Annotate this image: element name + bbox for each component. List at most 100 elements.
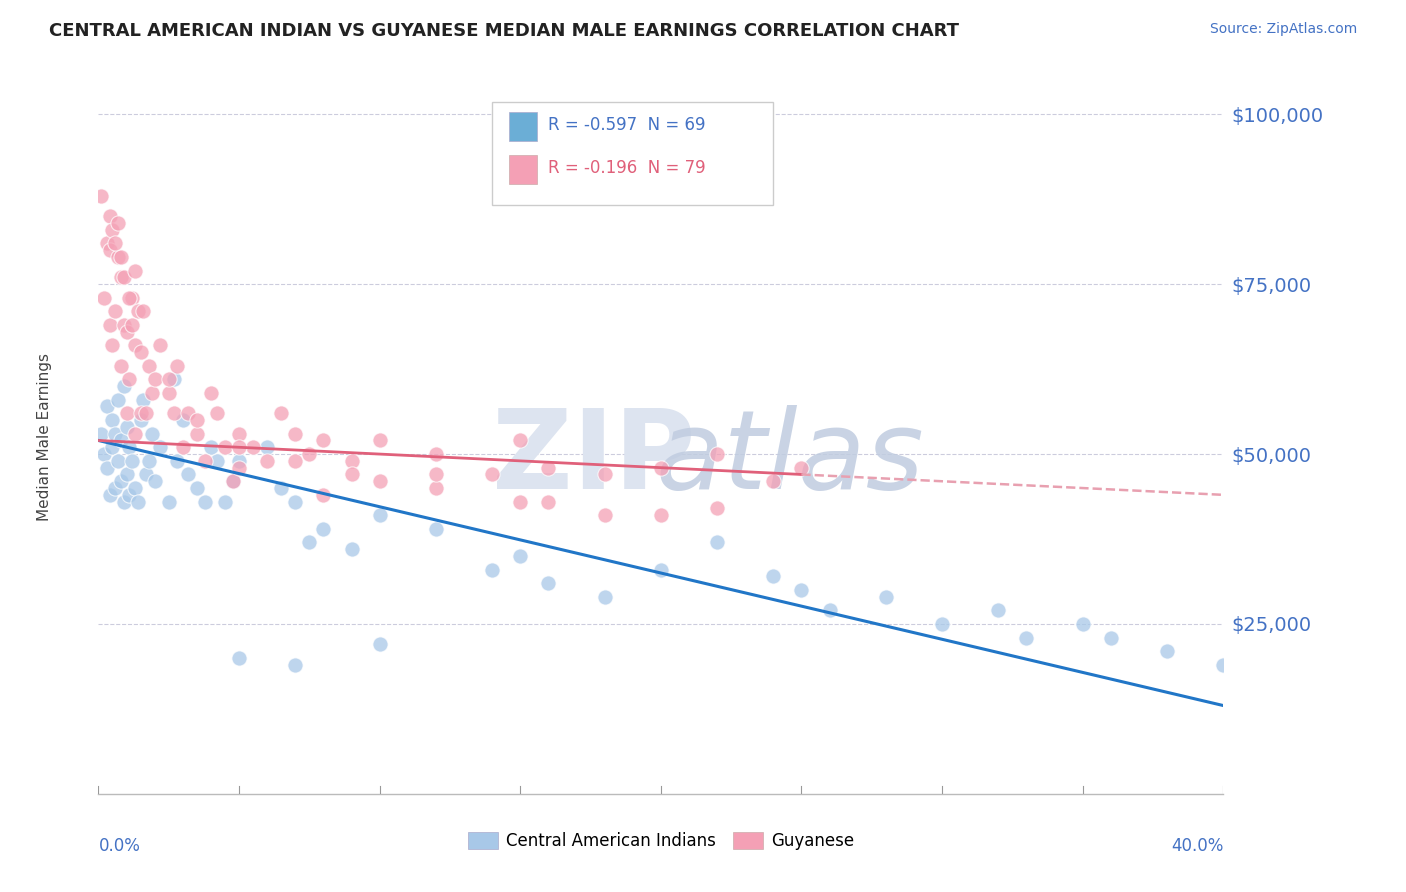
Point xyxy=(149,440,172,454)
Point xyxy=(537,494,560,508)
Text: 40.0%: 40.0% xyxy=(1171,837,1223,855)
Point xyxy=(143,372,166,386)
Point xyxy=(135,467,157,482)
Text: R = -0.196  N = 79: R = -0.196 N = 79 xyxy=(548,159,706,177)
Point xyxy=(509,434,531,448)
Point xyxy=(118,488,141,502)
Point xyxy=(110,434,132,448)
Bar xyxy=(509,112,537,141)
Point xyxy=(1099,631,1122,645)
Point xyxy=(107,454,129,468)
Point xyxy=(112,270,135,285)
Point xyxy=(186,426,208,441)
Point xyxy=(93,291,115,305)
Point xyxy=(96,400,118,414)
Text: ZIP: ZIP xyxy=(492,405,695,512)
Point xyxy=(194,454,217,468)
Point xyxy=(166,454,188,468)
Point xyxy=(163,372,186,386)
Point xyxy=(200,440,222,454)
Point xyxy=(104,236,127,251)
Point xyxy=(124,426,146,441)
Point xyxy=(242,440,264,454)
Point xyxy=(270,481,292,495)
Point xyxy=(110,270,132,285)
Point xyxy=(172,440,194,454)
Text: Source: ZipAtlas.com: Source: ZipAtlas.com xyxy=(1209,22,1357,37)
Point xyxy=(205,454,228,468)
Point xyxy=(118,372,141,386)
Point xyxy=(98,488,121,502)
Point xyxy=(172,413,194,427)
Point xyxy=(284,426,307,441)
Point xyxy=(121,291,143,305)
Text: CENTRAL AMERICAN INDIAN VS GUYANESE MEDIAN MALE EARNINGS CORRELATION CHART: CENTRAL AMERICAN INDIAN VS GUYANESE MEDI… xyxy=(49,22,959,40)
Point xyxy=(138,454,160,468)
Point xyxy=(298,535,321,549)
Point xyxy=(205,406,228,420)
Text: R = -0.597  N = 69: R = -0.597 N = 69 xyxy=(548,116,706,134)
Legend: Central American Indians, Guyanese: Central American Indians, Guyanese xyxy=(461,825,860,857)
Point xyxy=(340,542,363,557)
Point xyxy=(312,488,335,502)
Point xyxy=(112,494,135,508)
Point xyxy=(124,263,146,277)
Point xyxy=(284,657,307,672)
Point xyxy=(509,494,531,508)
Point xyxy=(228,460,250,475)
Point xyxy=(368,475,391,489)
Point xyxy=(121,318,143,332)
Point xyxy=(104,304,127,318)
Point xyxy=(650,508,672,523)
Point xyxy=(509,549,531,563)
Point xyxy=(762,569,785,583)
Point xyxy=(149,338,172,352)
Point xyxy=(101,413,124,427)
Point xyxy=(256,454,278,468)
Point xyxy=(256,440,278,454)
Point xyxy=(228,440,250,454)
Point xyxy=(368,637,391,651)
Point xyxy=(312,434,335,448)
Point xyxy=(124,338,146,352)
Point xyxy=(112,318,135,332)
Point xyxy=(101,338,124,352)
Point xyxy=(177,406,200,420)
Point xyxy=(129,413,152,427)
Point xyxy=(425,447,447,461)
Text: 0.0%: 0.0% xyxy=(98,837,141,855)
Point xyxy=(425,467,447,482)
Point xyxy=(425,522,447,536)
Point xyxy=(340,454,363,468)
Point xyxy=(135,406,157,420)
Point xyxy=(107,392,129,407)
Point xyxy=(706,447,728,461)
Point xyxy=(115,420,138,434)
Point xyxy=(228,426,250,441)
Point xyxy=(228,651,250,665)
Point xyxy=(987,603,1010,617)
Point xyxy=(141,426,163,441)
Point xyxy=(368,434,391,448)
Point xyxy=(650,563,672,577)
Point xyxy=(368,508,391,523)
Point xyxy=(186,413,208,427)
Point xyxy=(298,447,321,461)
Point xyxy=(706,501,728,516)
Point xyxy=(593,508,616,523)
Text: atlas: atlas xyxy=(655,405,925,512)
Point xyxy=(163,406,186,420)
Point xyxy=(214,440,236,454)
Point xyxy=(931,617,953,632)
Point xyxy=(90,426,112,441)
Point xyxy=(129,345,152,359)
Point xyxy=(157,372,180,386)
Point xyxy=(340,467,363,482)
Point xyxy=(96,460,118,475)
Point xyxy=(177,467,200,482)
Point xyxy=(186,481,208,495)
Point xyxy=(110,250,132,264)
Point xyxy=(790,582,813,597)
Point xyxy=(93,447,115,461)
Point xyxy=(101,440,124,454)
